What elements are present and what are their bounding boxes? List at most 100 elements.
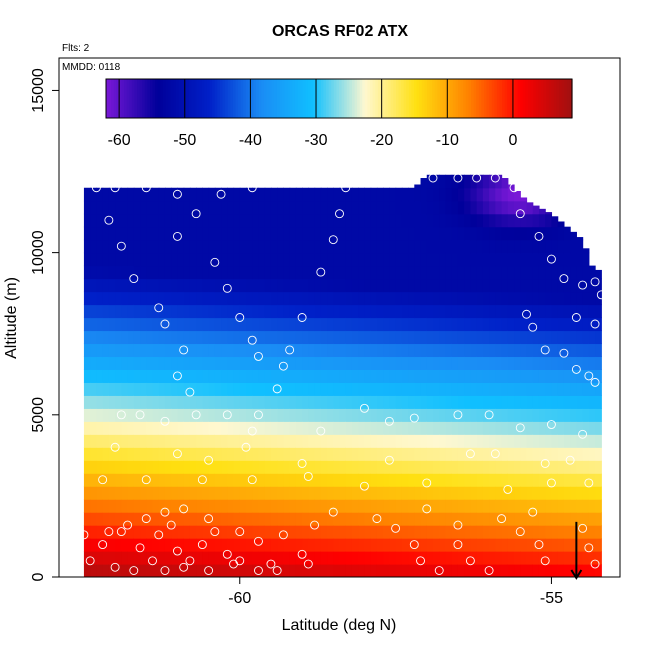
field-cell	[308, 291, 316, 306]
field-cell	[532, 460, 540, 474]
field-cell	[433, 200, 440, 215]
field-cell	[127, 330, 135, 345]
field-cell	[482, 551, 490, 565]
field-cell	[164, 213, 172, 228]
field-cell	[96, 551, 104, 565]
field-cell	[127, 369, 135, 383]
colorbar-segment	[214, 79, 218, 118]
field-cell	[545, 421, 553, 435]
field-cell	[314, 252, 322, 267]
field-cell	[420, 265, 428, 280]
field-cell	[401, 473, 409, 487]
data-point	[297, 313, 307, 322]
field-cell	[545, 356, 553, 370]
field-cell	[264, 278, 272, 293]
field-cell	[108, 226, 116, 241]
field-cell	[140, 317, 147, 332]
field-cell	[189, 473, 197, 487]
data-point	[341, 183, 351, 193]
field-cell	[333, 512, 341, 526]
field-cell	[164, 200, 172, 215]
field-cell	[520, 369, 528, 383]
field-cell	[227, 226, 235, 241]
field-cell	[389, 538, 397, 552]
data-point	[254, 566, 263, 575]
field-cell	[538, 226, 546, 241]
field-cell	[221, 408, 228, 422]
field-cell	[520, 200, 528, 215]
field-cell	[140, 473, 147, 487]
field-cell	[221, 252, 228, 267]
field-cell	[482, 330, 490, 345]
colorbar: -60 -50 -40 -30 -20 -10 0	[105, 78, 573, 149]
field-cell	[270, 252, 278, 267]
field-cell	[538, 208, 546, 215]
field-cell	[451, 486, 459, 500]
field-cell	[208, 382, 216, 396]
field-cell	[532, 486, 540, 500]
field-cell	[270, 330, 278, 345]
field-cell	[408, 447, 415, 461]
data-point	[123, 520, 133, 530]
field-cell	[464, 291, 471, 306]
colorbar-segment	[530, 79, 534, 118]
field-cell	[557, 564, 565, 577]
field-cell	[364, 473, 372, 487]
field-cell	[295, 473, 303, 487]
field-cell	[327, 538, 334, 552]
field-cell	[563, 278, 571, 293]
colorbar-segment	[393, 79, 397, 118]
field-cell	[433, 369, 440, 383]
field-cell	[208, 278, 216, 293]
field-cell	[588, 356, 596, 370]
field-cell	[414, 291, 422, 306]
field-cell	[576, 551, 584, 565]
field-cell	[588, 317, 596, 332]
field-cell	[295, 408, 303, 422]
field-cell	[445, 317, 453, 332]
field-cell	[146, 200, 154, 215]
data-point	[590, 277, 600, 287]
field-cell	[121, 252, 129, 267]
field-cell	[570, 564, 577, 577]
field-cell	[557, 304, 565, 319]
colorbar-segment	[315, 79, 319, 118]
field-cell	[127, 278, 135, 293]
field-cell	[557, 395, 565, 409]
field-cell	[164, 421, 172, 435]
field-cell	[457, 252, 465, 267]
field-cell	[414, 265, 422, 280]
field-cell	[383, 382, 390, 396]
field-cell	[108, 213, 116, 228]
field-cell	[520, 551, 528, 565]
field-cell	[576, 512, 584, 526]
field-cell	[376, 447, 384, 461]
field-cell	[152, 213, 160, 228]
field-cell	[489, 330, 496, 345]
field-cell	[158, 421, 166, 435]
field-cell	[171, 330, 179, 345]
field-cell	[83, 226, 91, 241]
field-cell	[146, 395, 154, 409]
field-cell	[196, 265, 203, 280]
field-cell	[520, 421, 528, 435]
field-cell	[445, 226, 453, 241]
field-cell	[140, 551, 147, 565]
field-cell	[464, 213, 471, 228]
field-cell	[526, 291, 534, 306]
field-cell	[482, 265, 490, 280]
field-cell	[464, 356, 471, 370]
field-cell	[233, 421, 241, 435]
field-cell	[264, 356, 272, 370]
field-cell	[538, 525, 546, 539]
field-cell	[289, 317, 297, 332]
field-cell	[476, 265, 484, 280]
field-cell	[401, 395, 409, 409]
colorbar-segment	[489, 79, 493, 118]
field-cell	[302, 330, 309, 345]
field-cell	[445, 304, 453, 319]
field-cell	[133, 473, 141, 487]
colorbar-segment	[279, 79, 283, 118]
end-marker-arrow-head	[570, 569, 583, 580]
field-cell	[545, 447, 553, 461]
